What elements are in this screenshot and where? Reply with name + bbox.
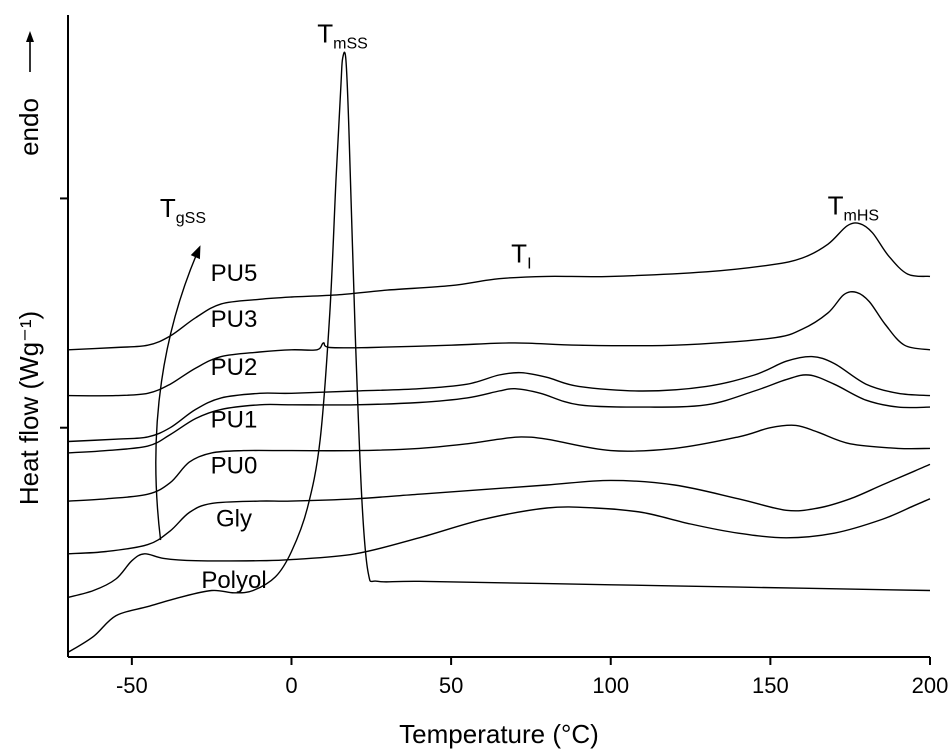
curve-pu5 xyxy=(67,222,931,351)
curve-unlabelled xyxy=(67,51,931,653)
data-curves xyxy=(67,51,931,653)
peak-annotations: TmSS TgSS TI TmHS xyxy=(160,19,879,273)
annotation-tgss: TgSS xyxy=(160,193,206,227)
curve-pu0 xyxy=(67,424,931,502)
plot-area: PU5 PU3 PU2 PU1 PU0 Gly Polyol TmSS TgSS TI TmHS xyxy=(67,19,931,653)
x-tick-label: 150 xyxy=(752,673,789,698)
x-tick-label: 200 xyxy=(912,673,949,698)
y-axis-ticks xyxy=(60,197,68,429)
series-label-pu1: PU1 xyxy=(211,407,258,434)
y-axis-title: Heat flow (Wg⁻¹) xyxy=(14,311,44,505)
tgss-arrow xyxy=(155,248,200,541)
series-labels: PU5 PU3 PU2 PU1 PU0 Gly Polyol xyxy=(201,260,266,594)
endo-arrowhead xyxy=(26,31,34,42)
series-label-pu5: PU5 xyxy=(211,260,258,287)
series-label-pu2: PU2 xyxy=(211,354,258,381)
x-tick-label: 0 xyxy=(285,673,297,698)
series-label-polyol: Polyol xyxy=(201,567,266,594)
endo-label: endo xyxy=(14,98,44,156)
curve-gly xyxy=(67,463,931,555)
series-label-pu3: PU3 xyxy=(211,306,258,333)
curve-pu2 xyxy=(67,355,931,443)
x-tick-label: 50 xyxy=(439,673,463,698)
x-tick-label: -50 xyxy=(116,673,148,698)
x-axis-title: Temperature (°C) xyxy=(399,719,599,749)
x-axis-ticks: -50 0 50 100 150 200 xyxy=(116,657,948,698)
series-label-pu0: PU0 xyxy=(211,453,258,480)
curve-pu1 xyxy=(67,374,931,454)
curve-pu3 xyxy=(67,291,931,397)
series-label-gly: Gly xyxy=(216,505,252,532)
annotation-tmhs: TmHS xyxy=(828,190,879,224)
annotation-tmss: TmSS xyxy=(317,19,368,53)
annotation-ti: TI xyxy=(511,239,531,273)
x-tick-label: 100 xyxy=(592,673,629,698)
curve-polyol xyxy=(67,498,931,599)
tgss-arrowhead xyxy=(190,245,201,260)
